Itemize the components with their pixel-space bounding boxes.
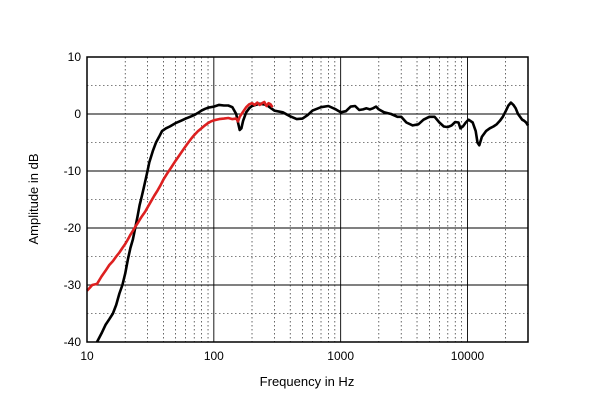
x-tick-label: 1000 xyxy=(327,349,354,363)
y-axis-title: Amplitude in dB xyxy=(26,153,41,244)
x-tick-label: 100 xyxy=(204,349,224,363)
plot-frame xyxy=(86,56,529,343)
series-line-1 xyxy=(95,101,530,343)
x-tick-label: 10 xyxy=(80,349,94,363)
y-tick-label: 10 xyxy=(68,50,82,64)
x-axis-title: Frequency in Hz xyxy=(260,374,355,389)
series-group xyxy=(86,100,530,343)
y-tick-label: -30 xyxy=(64,278,82,292)
x-tick-label: 10000 xyxy=(451,349,485,363)
x-tick-labels: 10 100 1000 10000 xyxy=(80,349,484,363)
y-tick-label: 0 xyxy=(74,107,81,121)
y-tick-label: -10 xyxy=(64,164,82,178)
y-tick-labels: 10 0 -10 -20 -30 -40 xyxy=(64,50,82,349)
series-line-2 xyxy=(86,100,274,292)
y-tick-label: -40 xyxy=(64,335,82,349)
y-tick-label: -20 xyxy=(64,221,82,235)
